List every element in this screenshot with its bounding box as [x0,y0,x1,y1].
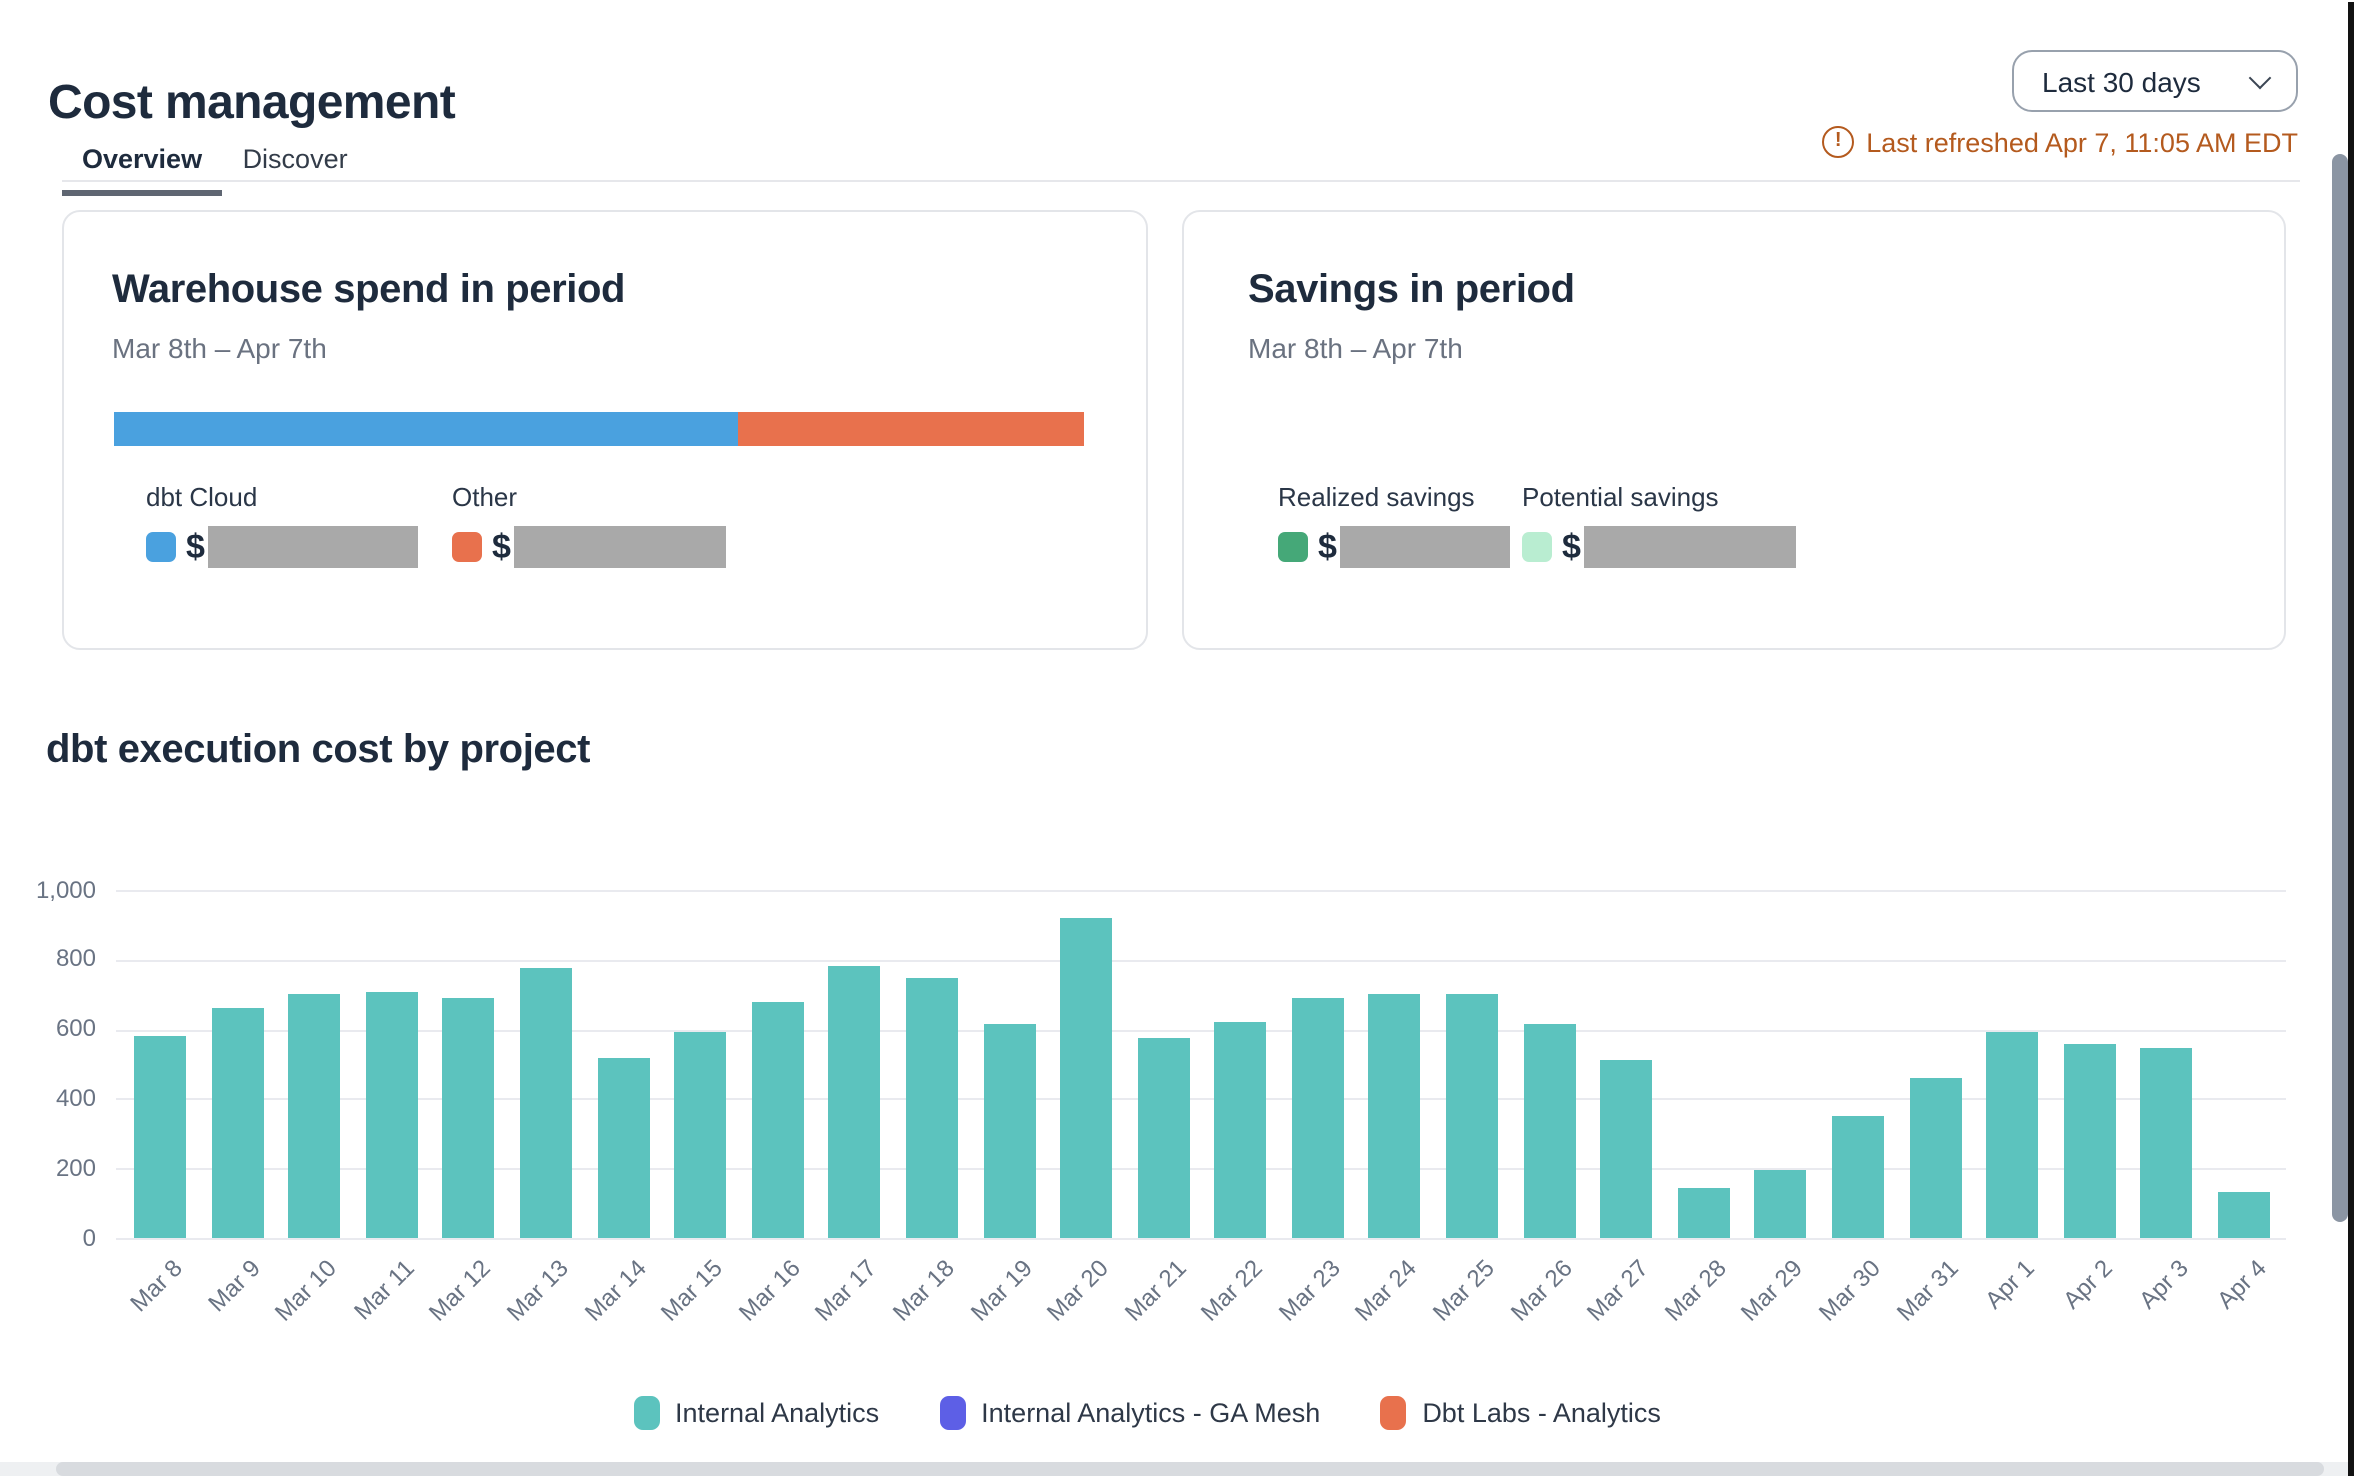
tab-bar: Overview Discover [62,132,368,196]
y-tick-label: 0 [82,1223,96,1251]
chart-bar[interactable] [365,992,418,1238]
other-swatch [452,532,482,562]
stacked-bar-segment[interactable] [114,412,739,446]
chart-bar[interactable] [1446,994,1499,1238]
alert-circle-icon: ! [1822,126,1855,158]
y-tick-label: 200 [55,1153,96,1182]
gridline [115,1238,2285,1240]
metric-label: Realized savings [1278,482,1475,512]
legend-label: Internal Analytics - GA Mesh [981,1398,1321,1428]
chart-bar[interactable] [1754,1170,1807,1238]
chart-bar[interactable] [1291,997,1344,1238]
tab-discover[interactable]: Discover [242,144,348,174]
metric-potential-savings: Potential savings $ [1522,482,1797,568]
savings-card: Savings in period Mar 8th – Apr 7th Real… [1182,210,2286,650]
chart-bar[interactable] [1677,1187,1730,1238]
metric-other: Other $ [452,482,727,568]
horizontal-scrollbar[interactable] [0,1462,2354,1476]
chart-bar[interactable] [211,1008,264,1238]
vertical-scrollbar-thumb[interactable] [2331,154,2347,1222]
chart-bar[interactable] [1523,1023,1576,1238]
card-subtitle: Mar 8th – Apr 7th [1248,332,1463,364]
redacted-value [208,526,419,568]
chart-bar[interactable] [1832,1116,1885,1238]
realized-savings-swatch [1278,532,1308,562]
tabs-divider [62,180,2300,182]
chart-bar[interactable] [597,1058,650,1238]
legend-label: Internal Analytics [675,1398,880,1428]
y-tick-label: 1,000 [35,875,96,903]
potential-savings-swatch [1522,532,1552,562]
period-select-value: Last 30 days [2042,65,2201,97]
gridline [115,1029,2285,1032]
period-select[interactable]: Last 30 days [2012,50,2298,112]
currency-symbol: $ [492,527,511,565]
chart-bar[interactable] [674,1032,727,1238]
card-title: Savings in period [1248,268,1575,312]
gridline [115,890,2285,892]
savings-metrics: Realized savings $ Potential savings $ [1278,482,1797,568]
chart-bar[interactable] [519,968,572,1238]
chart-bar[interactable] [751,1001,804,1238]
last-refreshed-text: Last refreshed Apr 7, 11:05 AM EDT [1866,127,2298,157]
y-tick-label: 400 [55,1083,96,1112]
legend-swatch [633,1396,660,1430]
chart-bar[interactable] [1137,1037,1190,1238]
legend-item[interactable]: Dbt Labs - Analytics [1380,1396,1661,1430]
warehouse-spend-card: Warehouse spend in period Mar 8th – Apr … [62,210,1148,650]
legend-item[interactable]: Internal Analytics - GA Mesh [939,1396,1320,1430]
chart-bar[interactable] [1368,994,1421,1238]
page-title: Cost management [48,76,456,130]
gridline [115,1098,2285,1101]
gridline [115,1168,2285,1171]
chart-bar[interactable] [828,966,881,1238]
chart-bar[interactable] [983,1023,1036,1238]
metric-label: Other [452,482,518,512]
legend-swatch [939,1396,966,1430]
currency-symbol: $ [1562,527,1581,565]
chart-bar[interactable] [1909,1077,1962,1238]
stacked-bar-segment[interactable] [738,412,1084,446]
chart-bar[interactable] [2140,1048,2193,1238]
chart-bar[interactable] [442,997,495,1238]
currency-symbol: $ [1318,527,1337,565]
redacted-value [1584,526,1797,568]
card-subtitle: Mar 8th – Apr 7th [112,332,327,364]
gridline [115,959,2285,962]
card-title: Warehouse spend in period [112,268,626,312]
currency-symbol: $ [186,527,205,565]
metric-dbt-cloud: dbt Cloud $ [146,482,452,568]
legend-item[interactable]: Internal Analytics [633,1396,879,1430]
chart-bar[interactable] [288,994,341,1238]
chart-legend: Internal Analytics Internal Analytics - G… [0,1396,2294,1430]
chart-bar[interactable] [1986,1032,2039,1238]
chart-bar[interactable] [2218,1191,2270,1238]
chart-bar[interactable] [134,1036,186,1238]
redacted-value [514,526,727,568]
chart-bar[interactable] [1214,1022,1267,1238]
legend-label: Dbt Labs - Analytics [1422,1398,1661,1428]
dbt-cloud-swatch [146,532,176,562]
legend-swatch [1380,1396,1407,1430]
metric-label: dbt Cloud [146,482,258,512]
window-edge [2347,2,2354,1476]
chart-title: dbt execution cost by project [46,728,591,772]
chart-bar[interactable] [2063,1044,2116,1238]
y-tick-label: 600 [55,1014,96,1043]
horizontal-scrollbar-thumb[interactable] [56,1462,2324,1476]
chart-bar[interactable] [905,978,958,1238]
chart-bar[interactable] [1060,917,1113,1238]
spend-metrics: dbt Cloud $ Other $ [146,482,727,568]
metric-realized-savings: Realized savings $ [1278,482,1522,568]
last-refreshed-status: ! Last refreshed Apr 7, 11:05 AM EDT [1822,126,2298,158]
metric-label: Potential savings [1522,482,1719,512]
stacked-spend-bar [114,412,1084,446]
chart-bar[interactable] [1600,1060,1653,1238]
tab-overview[interactable]: Overview [62,132,223,196]
redacted-value [1340,526,1511,568]
y-tick-label: 800 [55,944,96,973]
